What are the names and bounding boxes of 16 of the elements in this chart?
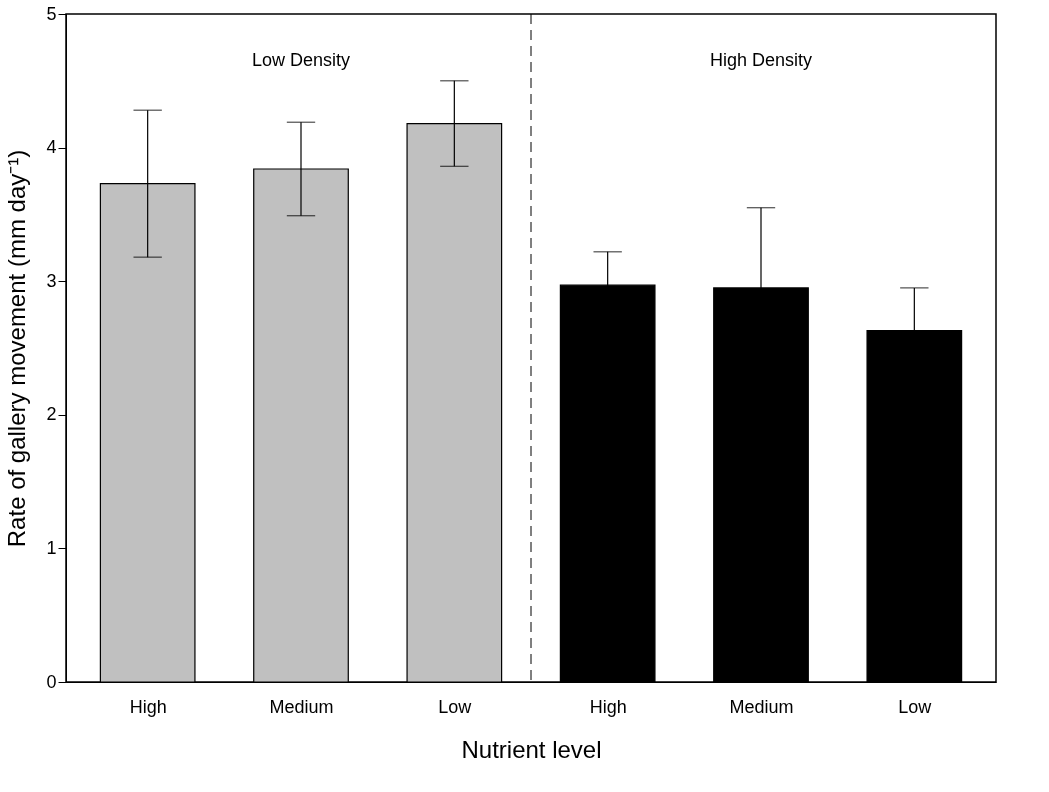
y-tick-label: 3 <box>46 270 57 291</box>
x-tick-label: High <box>129 696 167 717</box>
y-tick-label: 5 <box>46 3 57 24</box>
y-axis-title: Rate of gallery movement (mm day⁻¹) <box>3 149 31 548</box>
y-tick-label: 1 <box>46 537 57 558</box>
x-tick-label: Medium <box>269 696 334 717</box>
x-tick-label: High <box>589 696 627 717</box>
x-tick-label: Low <box>438 696 473 717</box>
y-tick-label: 2 <box>46 404 57 425</box>
y-tick-label: 0 <box>46 671 57 692</box>
x-axis-title: Nutrient level <box>461 735 602 763</box>
y-tick-label: 4 <box>46 137 57 158</box>
x-tick-label: Low <box>898 696 933 717</box>
annotation: High Density <box>709 49 813 70</box>
annotation: Low Density <box>251 49 351 70</box>
x-tick-label: Medium <box>729 696 794 717</box>
